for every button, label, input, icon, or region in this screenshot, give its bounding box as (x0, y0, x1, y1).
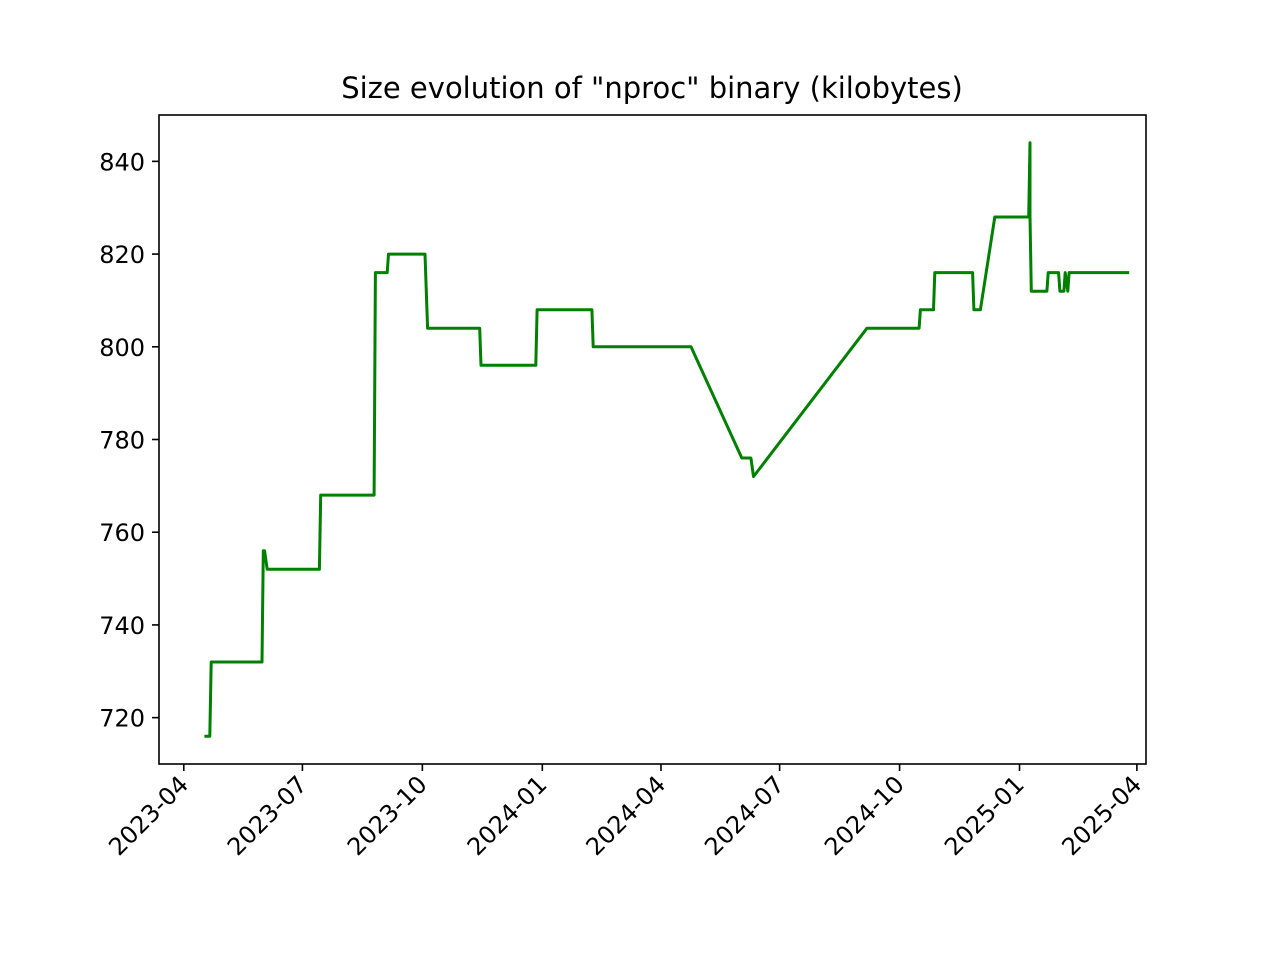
plot-area (204, 141, 1130, 738)
y-tick-label: 840 (99, 148, 145, 176)
y-tick-label: 720 (99, 705, 145, 733)
y-axis: 720 740 760 780 800 820 840 (99, 148, 159, 733)
y-tick-label: 760 (99, 519, 145, 547)
y-tick-label: 800 (99, 334, 145, 362)
y-tick-label: 780 (99, 427, 145, 455)
chart-title: Size evolution of "nproc" binary (kiloby… (341, 71, 963, 105)
y-tick-label: 740 (99, 612, 145, 640)
y-tick-label: 820 (99, 241, 145, 269)
series-line-0 (204, 141, 1130, 738)
